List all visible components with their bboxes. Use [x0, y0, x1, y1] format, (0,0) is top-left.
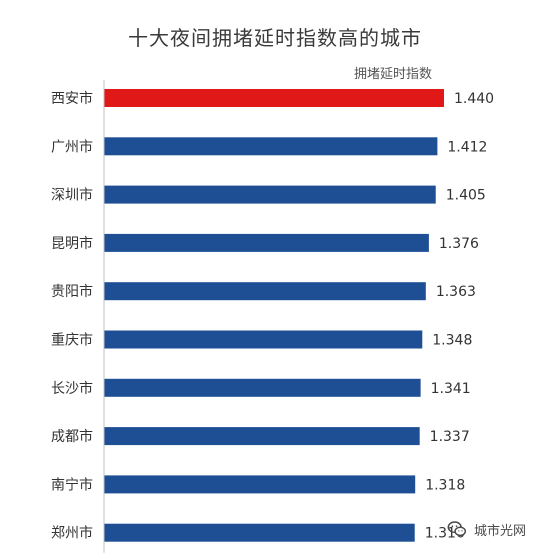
value-label: 1.348 [432, 333, 472, 349]
value-label: 1.341 [431, 381, 471, 397]
category-label: 深圳市 [51, 187, 93, 204]
category-label: 重庆市 [51, 332, 93, 349]
category-label: 广州市 [51, 138, 93, 155]
value-label: 1.440 [454, 91, 494, 107]
watermark-text: 城市光网 [474, 523, 527, 539]
category-label: 南宁市 [51, 476, 93, 493]
value-label: 1.363 [436, 284, 476, 300]
category-label: 郑州市 [51, 525, 93, 542]
bar [104, 475, 416, 494]
bar [104, 233, 429, 252]
value-label: 1.405 [446, 188, 486, 204]
category-label: 贵阳市 [51, 283, 93, 300]
chart-title: 十大夜间拥堵延时指数高的城市 [128, 26, 422, 50]
category-label: 昆明市 [51, 235, 93, 252]
value-label: 1.376 [439, 236, 479, 252]
legend-label: 拥堵延时指数 [354, 67, 432, 82]
value-label: 1.318 [425, 477, 465, 493]
category-label: 西安市 [51, 90, 93, 107]
value-label: 1.412 [447, 139, 487, 155]
bar [104, 282, 426, 301]
bar [104, 378, 421, 397]
bar [104, 330, 423, 349]
category-label: 成都市 [51, 428, 93, 445]
bar [104, 427, 420, 446]
category-label: 长沙市 [51, 380, 93, 397]
bar [104, 185, 436, 204]
bar [104, 137, 438, 156]
watermark: 城市光网 [446, 514, 526, 544]
bar [104, 523, 415, 542]
value-label: 1.337 [430, 429, 470, 445]
wechat-icon [447, 521, 467, 537]
bar [104, 89, 444, 107]
